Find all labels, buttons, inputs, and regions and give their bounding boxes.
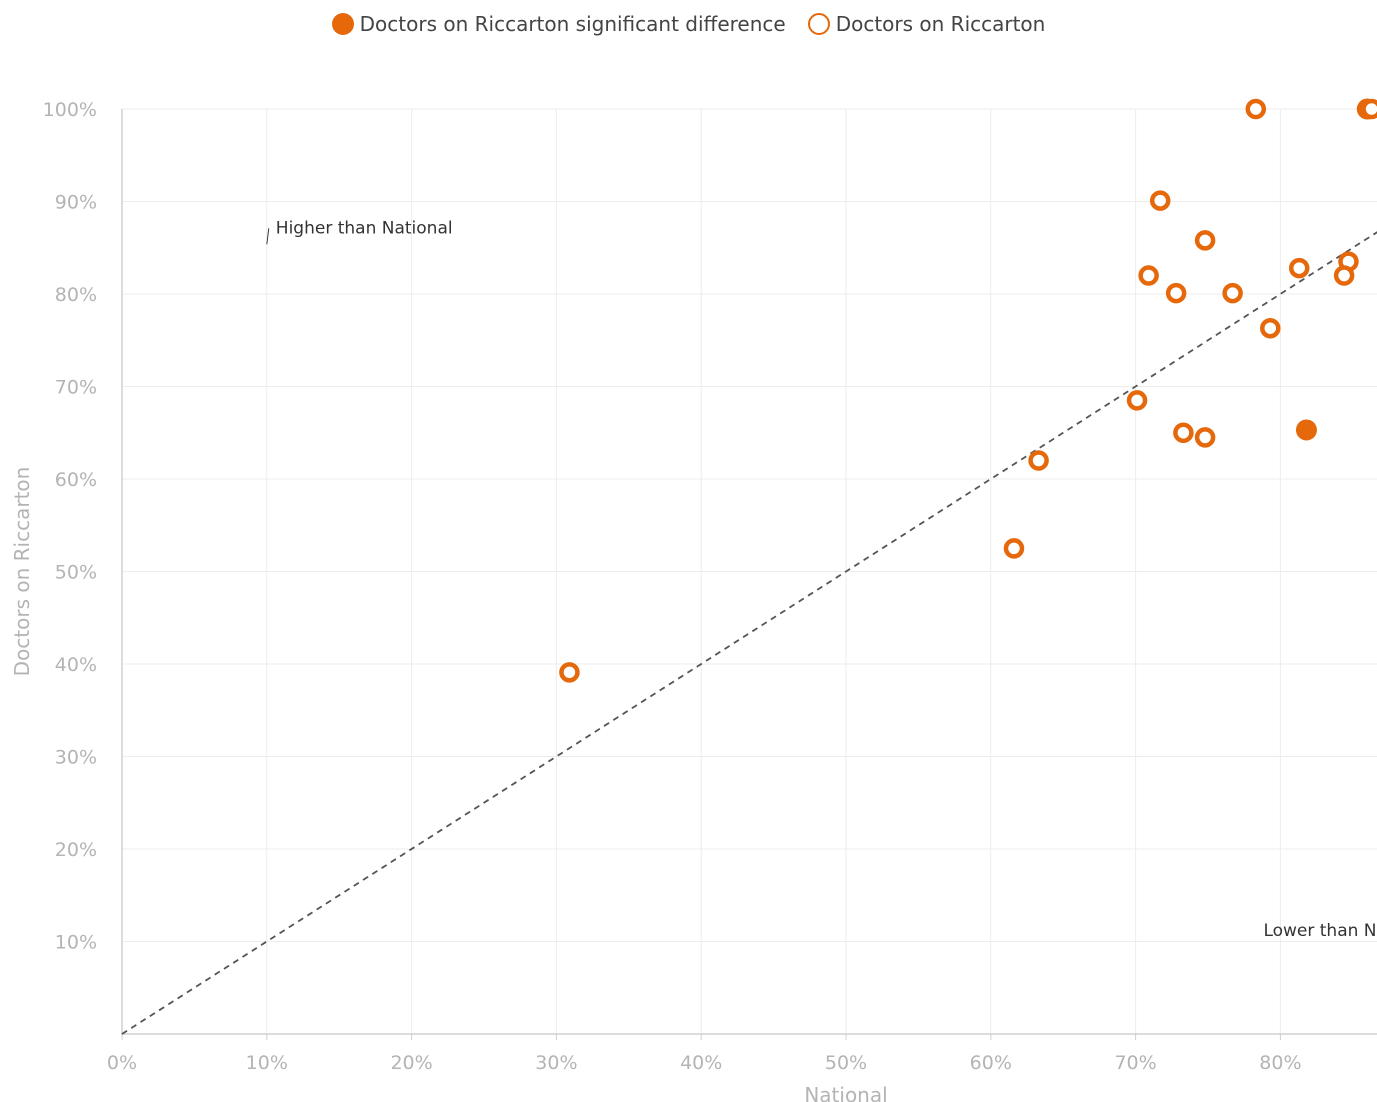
y-tick-label: 90% <box>55 192 97 214</box>
annotation-lower: Lower than National <box>1263 921 1377 941</box>
data-point <box>1260 317 1281 339</box>
x-tick-label: 10% <box>246 1052 288 1074</box>
chart-legend: Doctors on Riccarton significant differe… <box>0 12 1377 36</box>
data-point <box>1165 282 1187 304</box>
x-tick-label: 80% <box>1259 1052 1301 1074</box>
data-point <box>1361 98 1377 120</box>
x-tick-label: 30% <box>535 1052 577 1074</box>
y-axis-title: Doctors on Riccarton <box>10 467 34 677</box>
annotation-higher: Higher than National <box>276 218 453 238</box>
x-tick-label: 40% <box>680 1052 722 1074</box>
data-point <box>1222 282 1243 304</box>
x-tick-label: 70% <box>1114 1052 1156 1074</box>
x-axis-title: National <box>804 1083 887 1102</box>
data-point <box>1288 257 1310 279</box>
y-tick-label: 10% <box>55 932 97 954</box>
y-tick-label: 60% <box>55 469 97 491</box>
y-tick-label: 50% <box>55 562 97 584</box>
data-point <box>1149 190 1171 211</box>
legend-label-regular: Doctors on Riccarton <box>835 12 1046 36</box>
hollow-circle-icon <box>807 13 830 35</box>
y-tick-label: 30% <box>55 747 97 769</box>
data-point <box>1194 230 1216 251</box>
filled-circle-icon <box>331 13 354 35</box>
data-point <box>1173 422 1194 443</box>
y-tick-label: 40% <box>55 654 97 676</box>
legend-item-significant[interactable]: Doctors on Riccarton significant differe… <box>331 12 786 36</box>
data-point <box>1333 265 1355 286</box>
y-tick-label: 20% <box>55 839 97 861</box>
y-tick-label: 80% <box>55 284 97 306</box>
data-point <box>1245 98 1267 120</box>
x-tick-label: 0% <box>107 1052 137 1074</box>
data-point <box>559 662 580 683</box>
y-tick-label: 70% <box>55 377 97 399</box>
legend-item-regular[interactable]: Doctors on Riccarton <box>807 12 1046 36</box>
x-tick-label: 50% <box>825 1052 867 1074</box>
data-point <box>1194 427 1216 448</box>
data-point <box>1003 538 1025 559</box>
reference-line <box>121 231 1377 1035</box>
legend-label-significant: Doctors on Riccarton significant differe… <box>359 12 786 36</box>
y-tick-label: 100% <box>43 99 97 121</box>
data-point <box>1028 450 1049 471</box>
annotation-connector <box>266 228 270 245</box>
x-tick-label: 60% <box>970 1052 1012 1074</box>
data-point-significant <box>1295 419 1317 441</box>
data-point <box>1126 390 1148 411</box>
data-point <box>1138 265 1159 286</box>
x-tick-label: 20% <box>390 1052 432 1074</box>
